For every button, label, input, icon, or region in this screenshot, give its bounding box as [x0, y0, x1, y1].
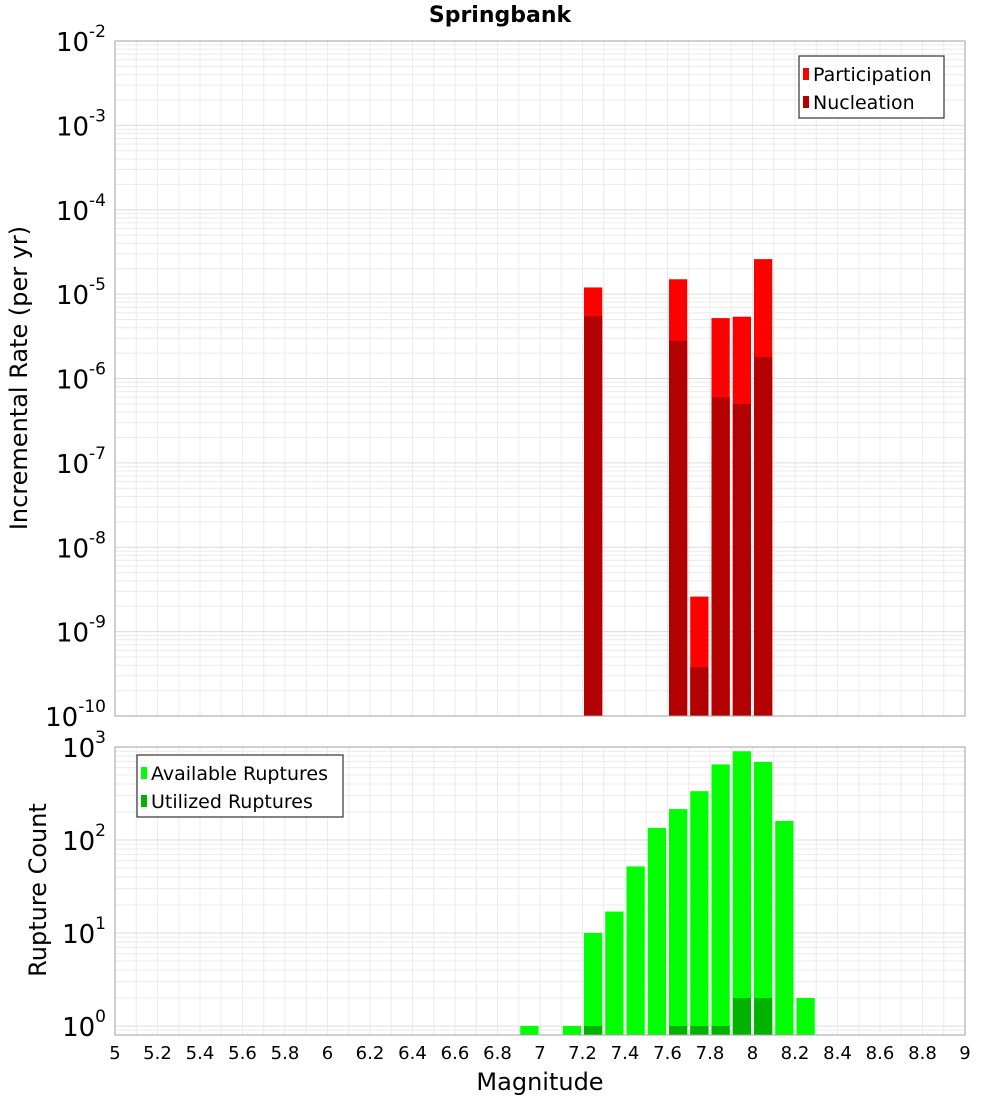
count-y-tick-label: 102	[62, 821, 106, 857]
count-bar	[647, 827, 666, 1035]
rate-series-1	[584, 316, 773, 716]
x-axis-label: Magnitude	[476, 1068, 603, 1096]
rate-y-tick-label: 10-4	[56, 191, 106, 227]
rate-legend-box	[798, 55, 945, 119]
count-bar	[626, 866, 645, 1035]
x-tick-label: 6.8	[483, 1043, 512, 1064]
count-legend-label: Utilized Ruptures	[151, 791, 313, 813]
chart-title: Springbank	[429, 3, 573, 28]
x-tick-label: 9	[959, 1043, 970, 1064]
rate-bar	[754, 356, 773, 716]
count-series-1	[584, 997, 773, 1035]
x-tick-label: 8.8	[908, 1043, 937, 1064]
x-tick-label: 6.4	[398, 1043, 427, 1064]
rate-bar	[584, 316, 603, 716]
count-bar	[690, 791, 709, 1035]
rate-y-tick-label: 10-8	[56, 528, 106, 564]
x-tick-label: 5	[109, 1043, 120, 1064]
count-bar	[732, 997, 751, 1035]
top-y-axis-label: Incremental Rate (per yr)	[5, 226, 33, 530]
count-legend: Available Ruptures Utilized Ruptures	[136, 754, 344, 818]
x-tick-label: 7.6	[653, 1043, 682, 1064]
x-tick-label: 7	[534, 1043, 545, 1064]
rate-y-tick-label: 10-6	[56, 360, 106, 396]
count-bar	[584, 1025, 603, 1035]
x-tick-label: 6	[322, 1043, 333, 1064]
x-tick-label: 6.2	[356, 1043, 385, 1064]
rate-y-tick-label: 10-10	[45, 697, 106, 733]
bottom-y-axis-label: Rupture Count	[24, 803, 52, 977]
count-legend-box	[136, 754, 344, 818]
count-bar	[775, 821, 794, 1035]
x-tick-label: 5.8	[271, 1043, 300, 1064]
count-bar	[605, 911, 624, 1035]
x-tick-label: 5.4	[186, 1043, 215, 1064]
count-bar	[796, 997, 815, 1035]
count-bar	[690, 1025, 709, 1035]
count-bar	[711, 764, 730, 1035]
rate-bar	[711, 397, 730, 716]
rate-y-tick-label: 10-2	[56, 22, 106, 58]
count-bar	[732, 751, 751, 1035]
x-tick-label: 8.2	[781, 1043, 810, 1064]
count-series-0	[520, 751, 815, 1035]
x-tick-label: 5.2	[143, 1043, 172, 1064]
count-bar	[520, 1025, 539, 1035]
count-bar	[669, 1025, 688, 1035]
x-tick-label: 8.4	[823, 1043, 852, 1064]
x-tick-label: 6.6	[441, 1043, 470, 1064]
rate-y-tick-label: 10-7	[56, 444, 106, 480]
rate-bar	[732, 403, 751, 716]
rate-y-tick-label: 10-5	[56, 275, 106, 311]
x-tick-label: 8.6	[866, 1043, 895, 1064]
count-legend-label: Available Ruptures	[151, 763, 328, 785]
count-legend-swatch	[141, 767, 147, 779]
count-y-tick-label: 103	[62, 728, 106, 764]
count-bar	[669, 809, 688, 1035]
count-bar	[584, 932, 603, 1035]
rate-plot-frame	[114, 40, 966, 717]
rate-y-tick-label: 10-3	[56, 106, 106, 142]
count-bar	[711, 1025, 730, 1035]
rate-y-tick-label: 10-9	[56, 613, 106, 649]
rate-legend-swatch	[803, 96, 809, 108]
rate-legend-label: Participation	[813, 64, 932, 86]
x-tick-label: 8	[747, 1043, 758, 1064]
count-bar	[754, 997, 773, 1035]
count-plot-frame	[114, 746, 966, 1036]
x-tick-label: 7.8	[696, 1043, 725, 1064]
count-y-tick-label: 101	[62, 914, 106, 950]
count-bar	[562, 1025, 581, 1035]
incremental-rate-panel: 10-2 10-3 10-4 10-5 10-6 10-7 10-8 10-9 10-10 Par…	[45, 22, 966, 733]
x-tick-label: 7.4	[611, 1043, 640, 1064]
rate-bar	[669, 340, 688, 716]
rate-legend-swatch	[803, 68, 809, 80]
count-y-tick-label: 100	[62, 1007, 106, 1043]
x-tick-label: 7.2	[568, 1043, 597, 1064]
rate-legend: Participation Nucleation	[798, 55, 945, 119]
rate-grid	[114, 41, 966, 717]
x-tick-label: 5.6	[228, 1043, 257, 1064]
rate-legend-label: Nucleation	[813, 92, 915, 114]
count-legend-swatch	[141, 795, 147, 807]
rate-bar	[690, 667, 709, 716]
count-bar	[754, 761, 773, 1035]
